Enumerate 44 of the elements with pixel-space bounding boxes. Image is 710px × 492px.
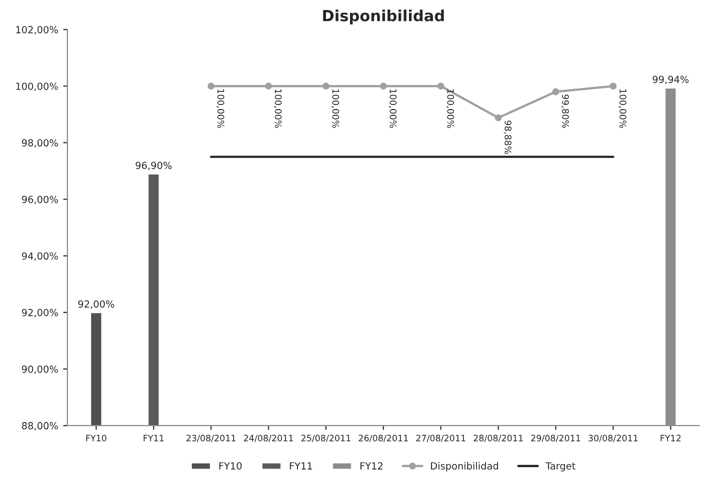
x-tick-label: 28/08/2011 — [474, 434, 523, 442]
x-tick-label: FY11 — [144, 434, 164, 442]
data-label: 100,00% — [274, 89, 282, 128]
data-label: 99,80% — [561, 94, 569, 128]
point — [380, 82, 387, 90]
x-tick-label: 27/08/2011 — [416, 434, 466, 442]
legend-label: FY12 — [360, 462, 382, 470]
x-tick-label: 23/08/2011 — [186, 434, 236, 442]
data-label: 100,00% — [216, 89, 224, 128]
chart-title: Disponibilidad — [323, 10, 444, 24]
data-label: 96,90% — [136, 162, 172, 170]
point — [610, 82, 617, 90]
x-tick-label: 25/08/2011 — [301, 434, 350, 442]
point — [494, 114, 502, 122]
legend-label: Disponibilidad — [431, 462, 498, 472]
data-label: 100,00% — [446, 89, 454, 128]
point — [208, 82, 215, 90]
y-tick-label: 102,00% — [16, 26, 58, 34]
x-tick-label: 30/08/2011 — [588, 434, 638, 442]
x-tick-label: FY12 — [660, 434, 681, 442]
y-tick-label: 100,00% — [16, 82, 58, 91]
x-tick-label: 26/08/2011 — [358, 434, 408, 442]
y-tick-label: 96,00% — [22, 196, 58, 204]
y-tick-label: 98,00% — [22, 139, 58, 148]
point — [552, 88, 560, 96]
x-tick-label: FY10 — [86, 434, 106, 442]
point — [322, 82, 330, 90]
point — [265, 82, 272, 90]
legend-label: FY11 — [290, 462, 312, 470]
y-tick-label: 90,00% — [22, 365, 58, 374]
legend-label: Target — [546, 462, 576, 472]
data-label: 92,00% — [78, 300, 114, 309]
data-label: 100,00% — [618, 89, 626, 128]
data-label: 99,94% — [652, 76, 689, 84]
data-label: 98,88% — [504, 120, 512, 154]
y-tick-label: 92,00% — [22, 308, 58, 318]
point — [437, 82, 444, 90]
x-tick-label: 29/08/2011 — [531, 434, 580, 442]
y-tick-label: 94,00% — [22, 252, 58, 261]
y-tick-label: 88,00% — [22, 422, 58, 430]
legend-label: FY10 — [219, 462, 242, 470]
data-label: 100,00% — [331, 89, 340, 128]
x-tick-label: 24/08/2011 — [244, 434, 293, 442]
data-label: 100,00% — [388, 89, 397, 128]
